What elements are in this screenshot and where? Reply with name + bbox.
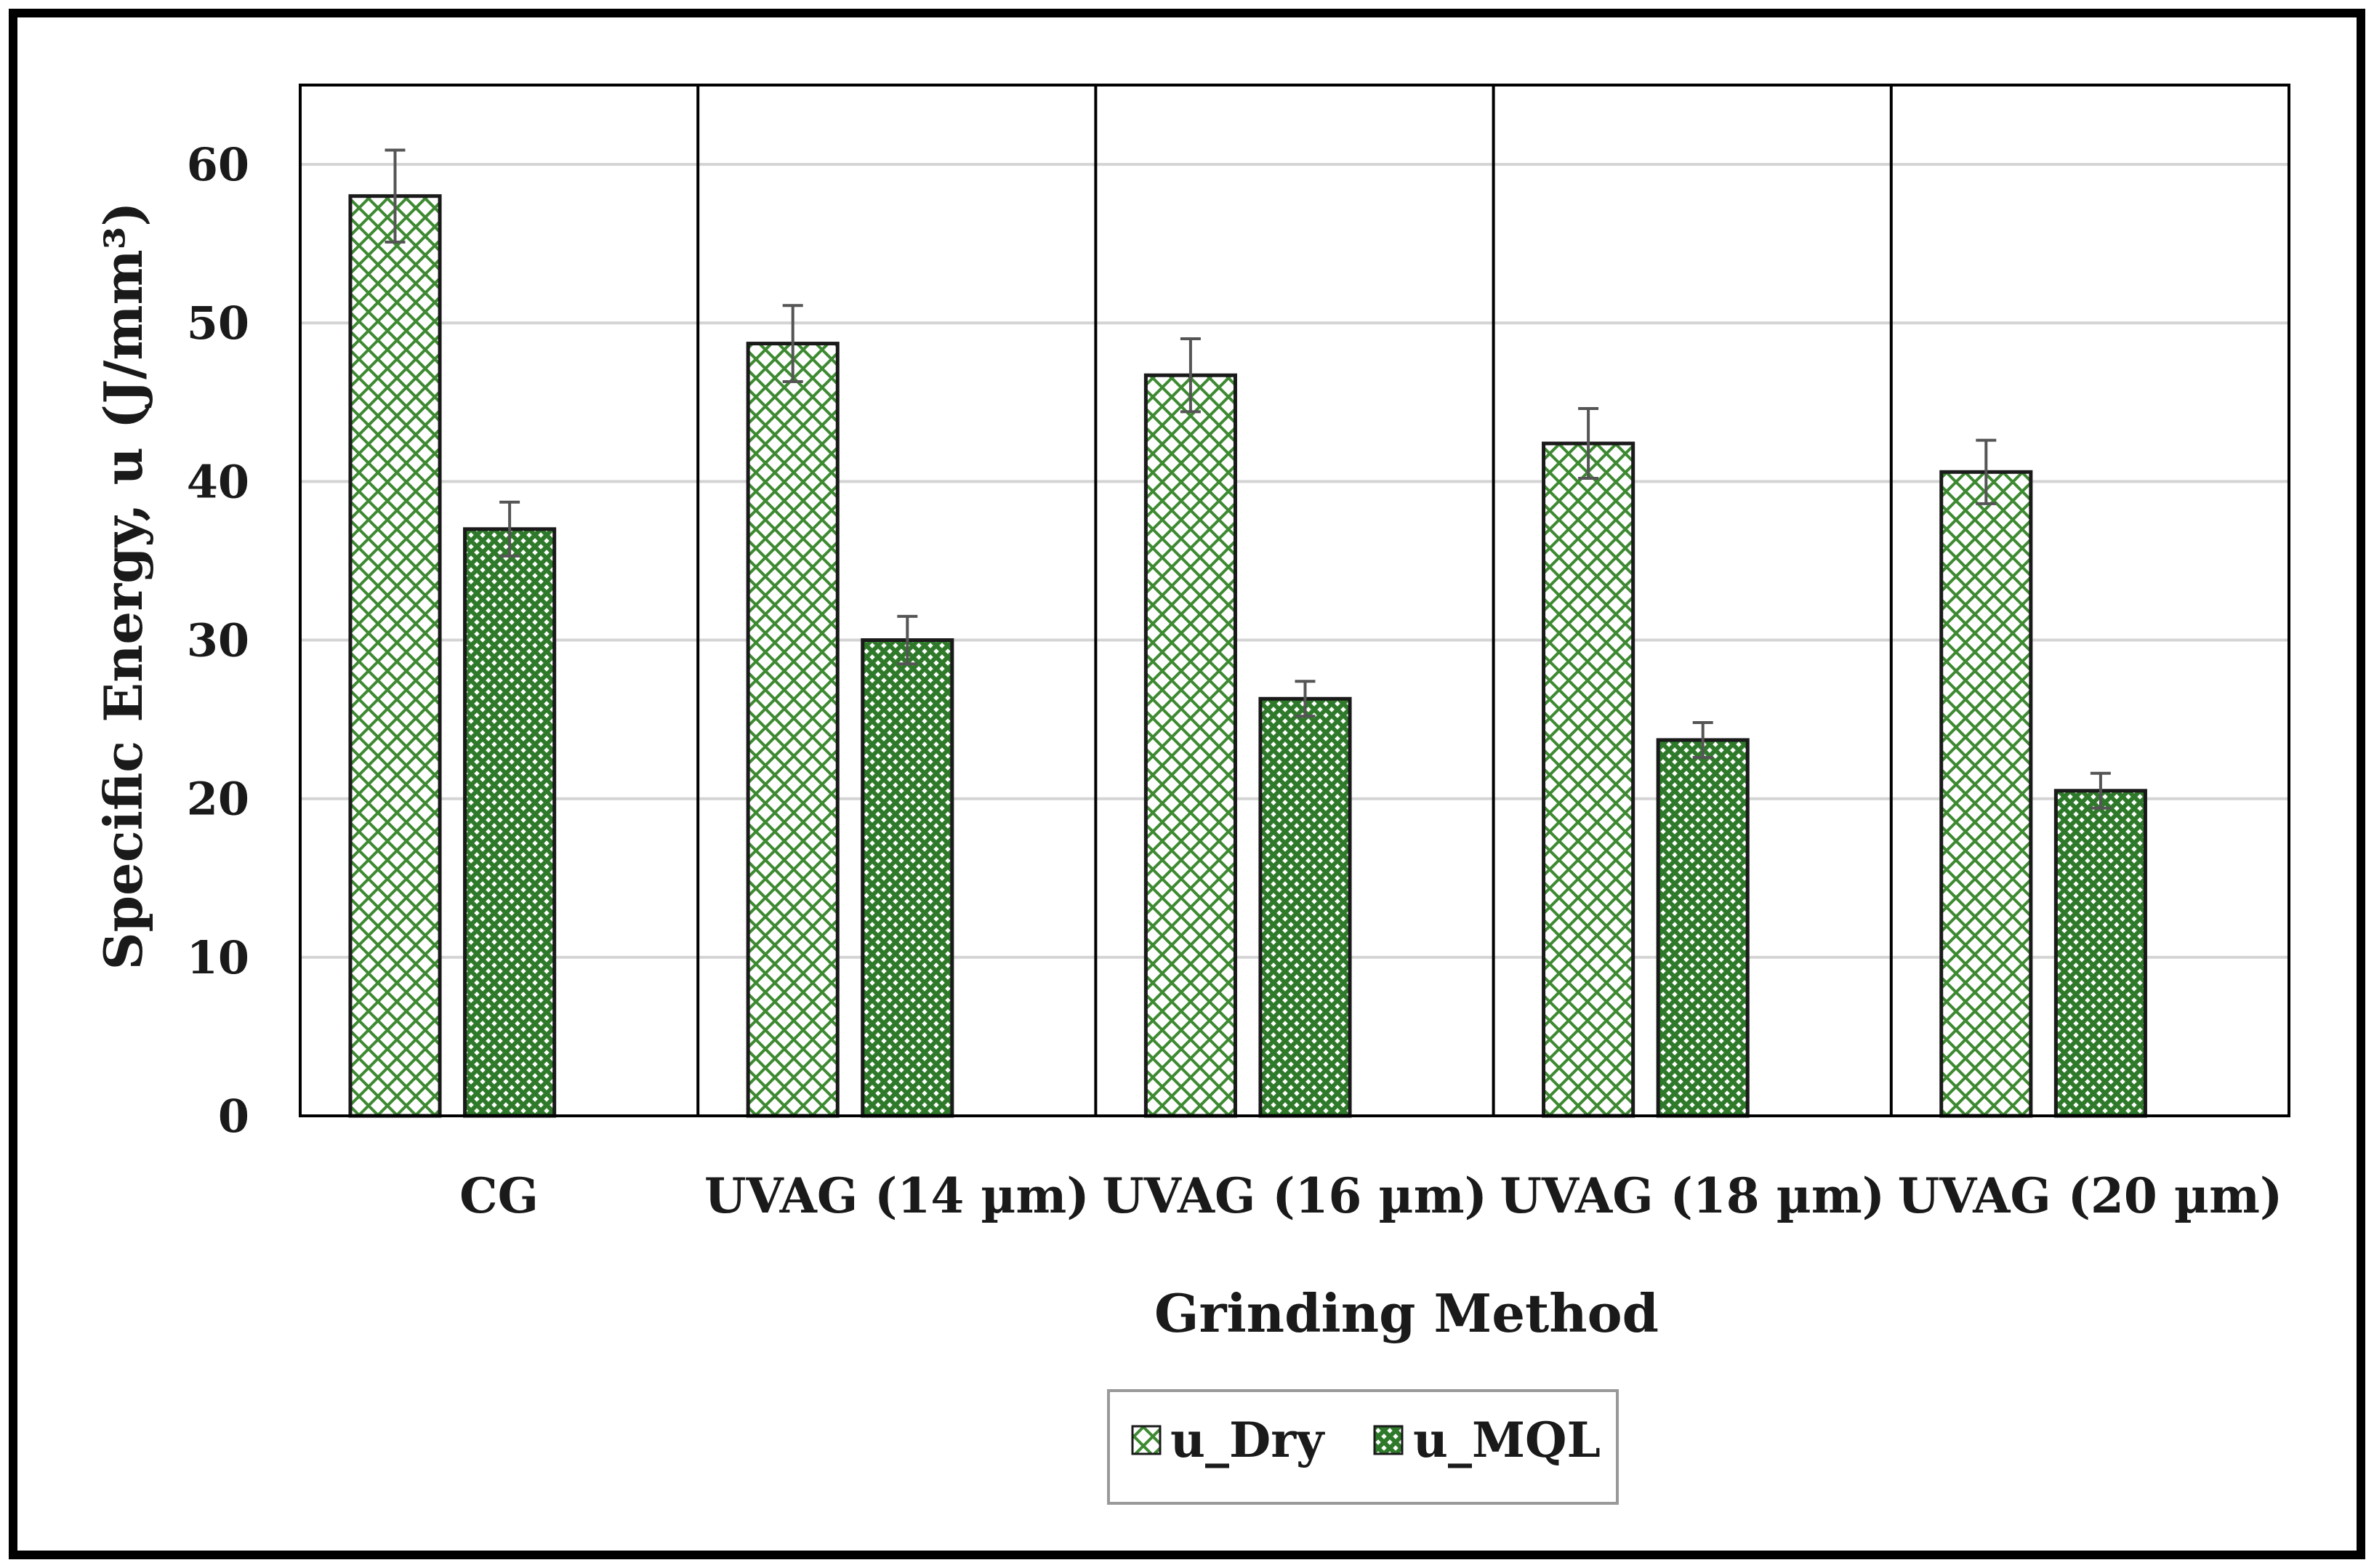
x-category-label-1: UVAG (14 µm) xyxy=(704,1167,1090,1224)
legend-swatch-u-dry xyxy=(1131,1425,1162,1455)
bar-u-mql-3 xyxy=(1656,738,1750,1118)
bar-u-mql-4 xyxy=(2053,789,2147,1118)
legend-swatch-u-mql xyxy=(1373,1425,1404,1455)
bar-u-dry-4 xyxy=(1939,470,2033,1118)
bar-u-mql-0 xyxy=(463,527,557,1118)
y-tick-label-20: 20 xyxy=(187,773,249,826)
error-bar-u-mql-4 xyxy=(2090,771,2111,810)
bar-u-dry-1 xyxy=(746,342,840,1118)
y-tick-label-0: 0 xyxy=(218,1090,249,1143)
x-category-label-0: CG xyxy=(459,1167,539,1224)
legend: u_Dry u_MQL xyxy=(1107,1389,1619,1505)
error-bar-u-dry-0 xyxy=(385,148,406,244)
group-dividers xyxy=(696,85,1893,1116)
bar-u-mql-1 xyxy=(861,638,954,1118)
x-category-label-3: UVAG (18 µm) xyxy=(1500,1167,1885,1224)
y-tick-label-40: 40 xyxy=(187,455,249,508)
plot-area-frame xyxy=(299,84,2290,1117)
y-tick-label-30: 30 xyxy=(187,614,249,667)
legend-label-u-dry: u_Dry xyxy=(1170,1412,1325,1468)
error-bars xyxy=(385,148,2111,810)
y-tick-label-60: 60 xyxy=(187,138,249,191)
bar-u-dry-0 xyxy=(348,194,442,1118)
legend-label-u-mql: u_MQL xyxy=(1413,1412,1601,1468)
y-tick-label-10: 10 xyxy=(187,931,249,984)
bar-u-mql-2 xyxy=(1258,696,1352,1118)
error-bar-u-mql-3 xyxy=(1692,720,1713,759)
x-axis-title: Grinding Method xyxy=(1154,1282,1659,1344)
error-bar-u-dry-2 xyxy=(1180,337,1201,414)
legend-box xyxy=(1107,1389,1619,1505)
bar-u-dry-2 xyxy=(1143,373,1237,1118)
error-bar-u-mql-2 xyxy=(1295,680,1316,718)
x-axis-categories: CG UVAG (14 µm) UVAG (16 µm) UVAG (18 µm) UV… xyxy=(459,1167,2282,1224)
y-axis-title: Specific Energy, u (J/mm³) xyxy=(92,202,154,970)
y-axis-ticks: 0 10 20 30 40 50 60 xyxy=(187,138,249,1143)
error-bar-u-dry-3 xyxy=(1578,407,1599,481)
y-tick-label-50: 50 xyxy=(187,297,249,350)
error-bar-u-dry-1 xyxy=(782,304,803,383)
error-bar-u-mql-0 xyxy=(499,500,520,558)
x-category-label-4: UVAG (20 µm) xyxy=(1898,1167,2283,1224)
x-category-label-2: UVAG (16 µm) xyxy=(1102,1167,1487,1224)
error-bar-u-mql-1 xyxy=(897,614,918,666)
bar-u-dry-3 xyxy=(1542,441,1635,1118)
error-bar-u-dry-4 xyxy=(1976,438,1997,505)
